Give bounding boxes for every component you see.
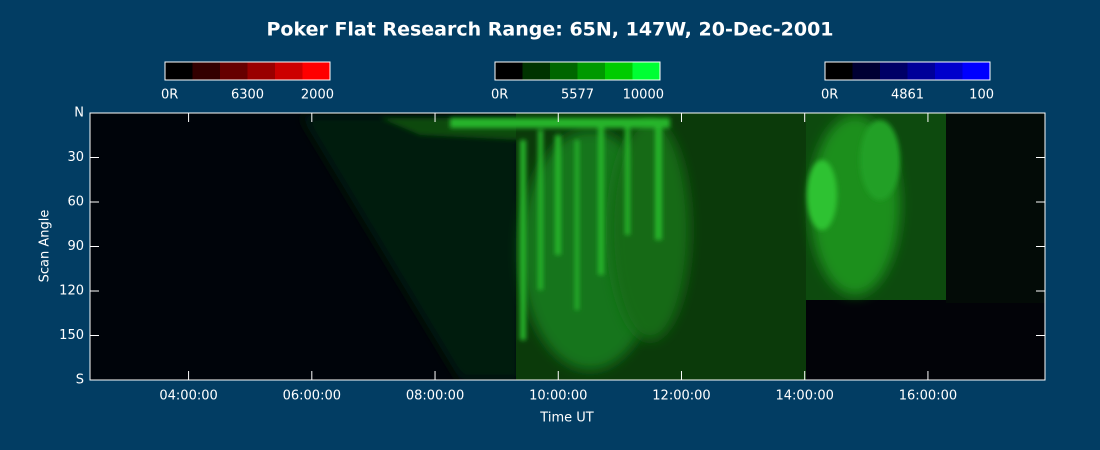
x-tick-label: 12:00:00 — [652, 389, 710, 404]
x-axis-label: Time UT — [539, 411, 593, 426]
x-tick-label: 16:00:00 — [899, 389, 957, 404]
colorbar-max-label: 10000 — [623, 88, 664, 103]
y-tick-label: 150 — [59, 328, 84, 343]
keogram-image — [90, 113, 1045, 380]
colorbar-swatch — [632, 62, 661, 80]
x-tick-label: 04:00:00 — [159, 389, 217, 404]
colorbar-wavelength: 4861 — [891, 88, 924, 103]
colorbar-swatch — [880, 62, 908, 80]
colorbar-swatch — [220, 62, 248, 80]
y-tick-label: 90 — [67, 239, 84, 254]
colorbar-swatch — [825, 62, 853, 80]
colorbar-min-label: 0R — [821, 88, 838, 103]
x-tick-label: 10:00:00 — [529, 389, 587, 404]
colorbar-swatch — [275, 62, 303, 80]
colorbar-swatch — [852, 62, 881, 80]
y-tick-label: 30 — [67, 150, 84, 165]
colorbar-max-label: 2000 — [301, 88, 334, 103]
colorbar-swatch — [495, 62, 523, 80]
colorbar-frame — [494, 61, 661, 81]
colorbar-min-label: 0R — [161, 88, 178, 103]
colorbar-swatch — [550, 62, 578, 80]
colorbar-swatch — [962, 62, 991, 80]
colorbar-swatch — [165, 62, 193, 80]
colorbar-wavelength: 5577 — [561, 88, 594, 103]
colorbar-swatch — [247, 62, 276, 80]
x-tick-label: 14:00:00 — [776, 389, 834, 404]
x-tick-label: 08:00:00 — [406, 389, 464, 404]
colorbar-swatch — [907, 62, 936, 80]
colorbar-swatch — [302, 62, 331, 80]
y-tick-label: 120 — [59, 284, 84, 299]
colorbar-swatch — [935, 62, 963, 80]
y-tick-label: 60 — [67, 195, 84, 210]
colorbar-frame — [164, 61, 331, 81]
colorbar-frame — [824, 61, 991, 81]
y-tick-label: N — [74, 106, 84, 121]
colorbar-swatch — [522, 62, 551, 80]
colorbar-swatch — [577, 62, 606, 80]
chart-title: Poker Flat Research Range: 65N, 147W, 20… — [266, 19, 833, 41]
colorbar-swatch — [192, 62, 221, 80]
colorbar-wavelength: 6300 — [231, 88, 264, 103]
colorbar-min-label: 0R — [491, 88, 508, 103]
colorbar-swatch — [605, 62, 633, 80]
y-tick-label: S — [76, 373, 84, 388]
x-tick-label: 06:00:00 — [283, 389, 341, 404]
colorbar-max-label: 100 — [969, 88, 994, 103]
y-axis-label: Scan Angle — [38, 210, 53, 283]
